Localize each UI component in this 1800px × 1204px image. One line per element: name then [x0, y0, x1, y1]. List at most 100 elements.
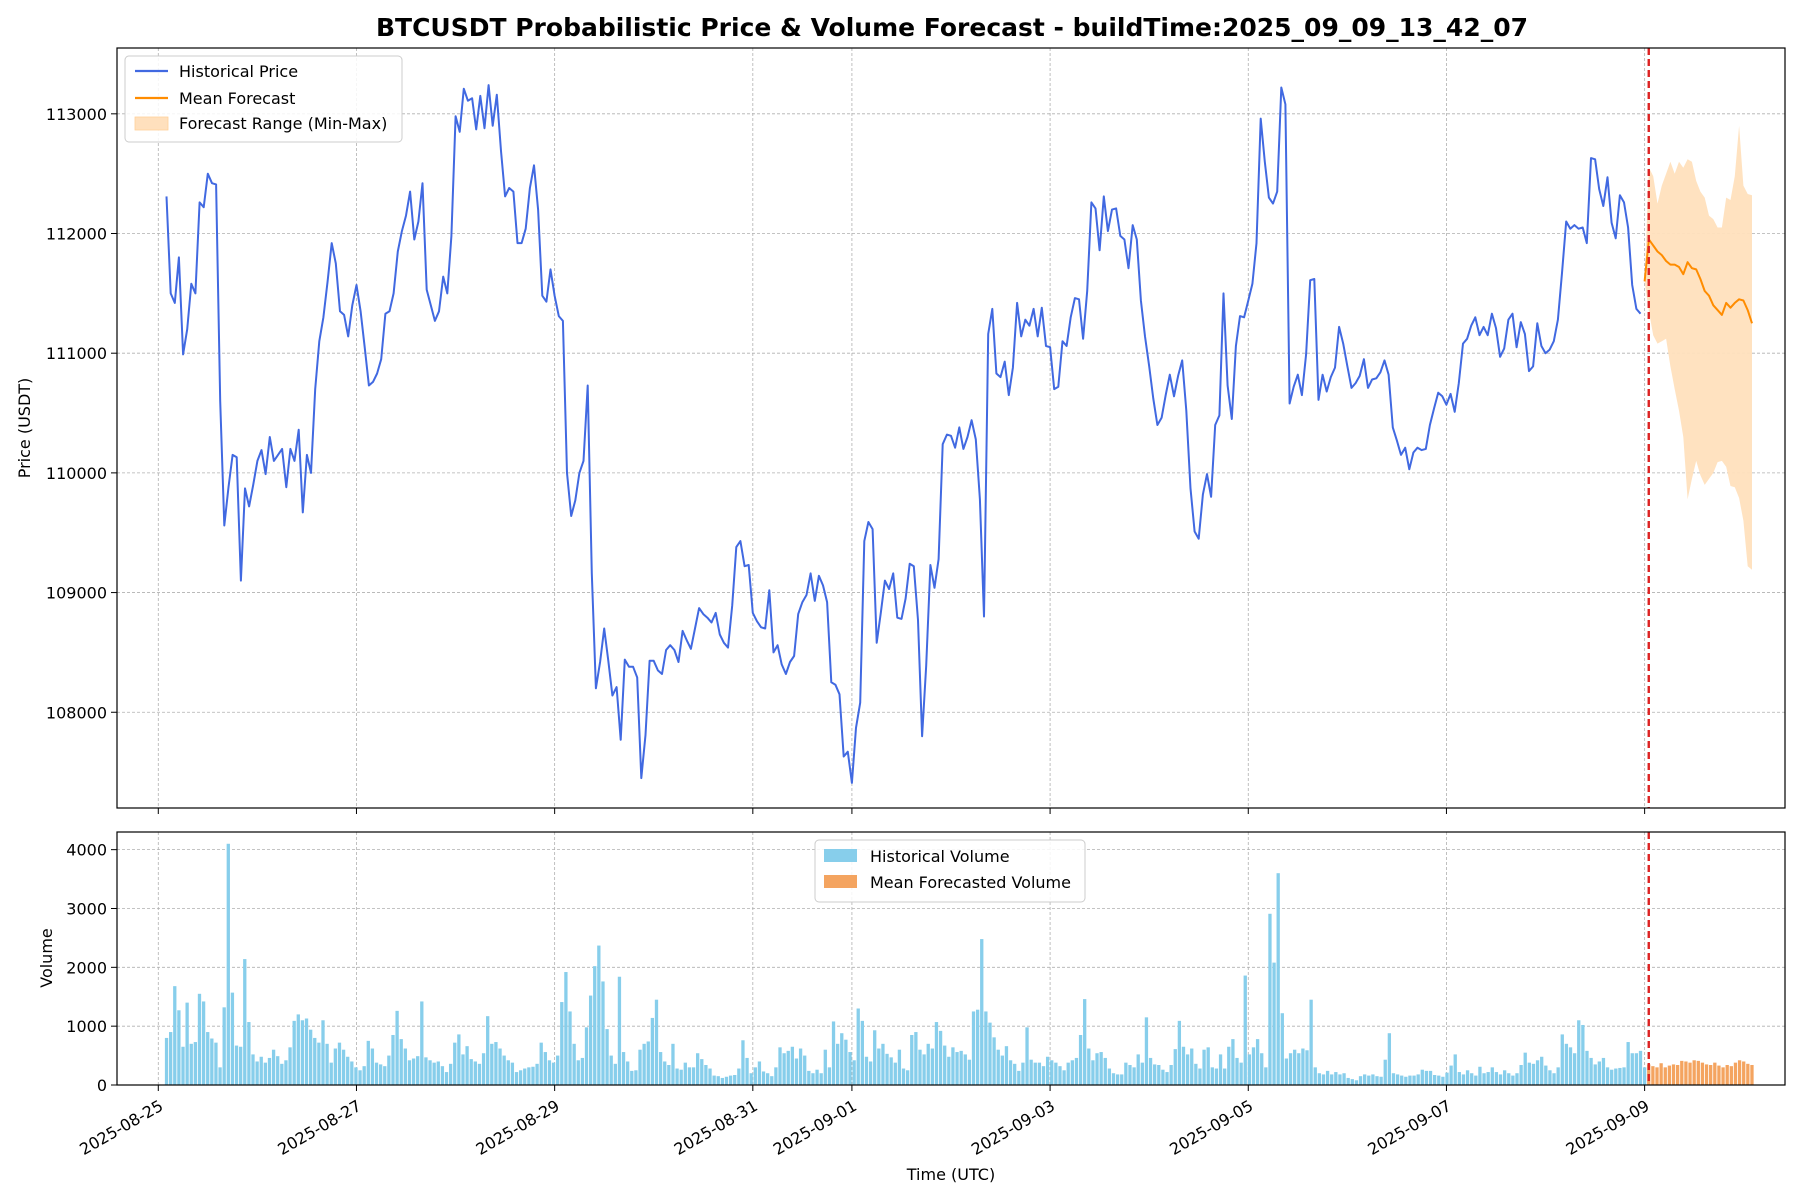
historical-volume-bar-5 — [185, 1002, 189, 1085]
historical-volume-bar-243 — [1165, 1072, 1169, 1085]
historical-volume-bar-358 — [1638, 1050, 1643, 1085]
historical-volume-bar-161 — [827, 1067, 832, 1085]
historical-volume-bar-147 — [770, 1076, 774, 1085]
historical-volume-bar-85 — [514, 1072, 519, 1085]
historical-volume-bar-253 — [1206, 1047, 1210, 1085]
historical-volume-bar-72 — [461, 1054, 465, 1085]
historical-volume-bar-346 — [1589, 1057, 1593, 1085]
historical-volume-bar-230 — [1111, 1073, 1116, 1085]
historical-volume-bar-229 — [1107, 1068, 1112, 1085]
historical-volume-bar-166 — [848, 1052, 852, 1085]
price-lines — [165, 84, 1753, 784]
historical-volume-bar-313 — [1453, 1054, 1457, 1085]
historical-volume-bar-294 — [1375, 1076, 1379, 1085]
legend-historical-price-label: Historical Price — [179, 62, 298, 81]
historical-volume-bar-244 — [1169, 1065, 1173, 1085]
historical-volume-bar-159 — [819, 1073, 823, 1085]
historical-volume-bar-33 — [300, 1020, 305, 1085]
historical-volume-bar-182 — [914, 1032, 918, 1085]
historical-volume-bar-302 — [1408, 1075, 1412, 1085]
historical-volume-bar-63 — [424, 1057, 428, 1085]
price-ytick-label-2: 110000 — [46, 464, 107, 483]
historical-volume-bar-148 — [774, 1067, 778, 1085]
historical-volume-bar-333 — [1535, 1060, 1540, 1085]
forecast-volume-bar-1 — [1651, 1066, 1655, 1085]
historical-volume-bar-327 — [1511, 1075, 1515, 1085]
price-y-ticks: 108000 109000 110000 111000 112000 113000 — [46, 105, 117, 722]
historical-volume-bar-20 — [247, 1022, 251, 1085]
forecast-volume-bar-20 — [1729, 1066, 1733, 1085]
historical-volume-bar-2 — [173, 986, 177, 1085]
historical-volume-bar-300 — [1400, 1075, 1404, 1085]
historical-volume-bar-211 — [1033, 1062, 1037, 1085]
historical-volume-bar-239 — [1148, 1057, 1153, 1085]
historical-volume-bar-322 — [1490, 1067, 1494, 1085]
historical-volume-bar-267 — [1264, 1067, 1268, 1085]
historical-volume-bar-168 — [856, 1008, 860, 1085]
historical-volume-bar-90 — [535, 1063, 539, 1085]
historical-volume-bar-340 — [1564, 1043, 1569, 1085]
historical-volume-bar-24 — [263, 1062, 268, 1085]
historical-volume-bar-321 — [1486, 1072, 1490, 1085]
historical-volume-bar-103 — [588, 995, 593, 1085]
historical-volume-bar-195 — [967, 1059, 972, 1085]
historical-volume-bar-238 — [1144, 1017, 1149, 1085]
historical-volume-bar-234 — [1128, 1065, 1132, 1085]
historical-volume-bar-70 — [453, 1042, 457, 1085]
historical-volume-bar-319 — [1478, 1066, 1482, 1085]
historical-volume-bar-224 — [1087, 1048, 1091, 1085]
historical-volume-bar-305 — [1420, 1069, 1424, 1085]
historical-volume-bar-329 — [1519, 1065, 1523, 1085]
historical-volume-bar-287 — [1346, 1077, 1350, 1085]
historical-volume-bar-303 — [1412, 1075, 1416, 1085]
historical-volume-bar-272 — [1284, 1058, 1289, 1085]
historical-volume-bar-27 — [276, 1056, 280, 1085]
historical-volume-bar-115 — [638, 1049, 642, 1085]
historical-volume-bar-152 — [790, 1046, 795, 1085]
historical-volume-bar-233 — [1124, 1062, 1128, 1085]
forecast-volume-bar-7 — [1676, 1065, 1680, 1085]
historical-volume-bar-4 — [181, 1046, 185, 1085]
historical-volume-bar-144 — [757, 1061, 762, 1085]
forecast-volume-bar-2 — [1655, 1067, 1659, 1085]
historical-volume-bar-69 — [448, 1063, 453, 1085]
historical-volume-bar-79 — [490, 1043, 494, 1085]
historical-volume-bar-307 — [1428, 1070, 1433, 1085]
historical-volume-bar-25 — [267, 1057, 272, 1085]
historical-volume-bar-207 — [1017, 1070, 1021, 1085]
historical-volume-bar-278 — [1309, 999, 1313, 1085]
historical-volume-bar-173 — [877, 1048, 881, 1085]
historical-volume-bar-359 — [1642, 1067, 1647, 1085]
historical-volume-bar-335 — [1544, 1065, 1548, 1085]
historical-volume-bar-143 — [753, 1067, 757, 1085]
historical-volume-bar-162 — [831, 1021, 836, 1085]
historical-volume-bar-164 — [840, 1033, 844, 1085]
historical-volume-bar-232 — [1120, 1074, 1124, 1085]
historical-volume-bar-254 — [1210, 1067, 1214, 1085]
historical-volume-bar-68 — [444, 1072, 449, 1085]
historical-volume-bar-135 — [720, 1077, 725, 1085]
historical-volume-bar-260 — [1235, 1057, 1239, 1085]
historical-volume-bar-179 — [901, 1068, 906, 1085]
historical-volume-bar-96 — [560, 1002, 564, 1085]
historical-volume-bar-170 — [864, 1056, 869, 1085]
historical-volume-bar-226 — [1095, 1053, 1099, 1085]
historical-volume-bar-259 — [1231, 1039, 1235, 1085]
historical-volume-bar-215 — [1050, 1060, 1054, 1085]
historical-volume-bar-353 — [1618, 1067, 1622, 1085]
historical-volume-bar-92 — [543, 1052, 547, 1085]
historical-volume-bar-46 — [354, 1067, 358, 1085]
historical-volume-bar-165 — [844, 1039, 848, 1085]
historical-volume-bar-308 — [1432, 1075, 1437, 1085]
historical-volume-bar-39 — [325, 1043, 329, 1085]
historical-volume-bar-225 — [1091, 1060, 1095, 1085]
historical-volume-bar-237 — [1140, 1062, 1144, 1085]
historical-volume-bar-67 — [440, 1066, 445, 1085]
historical-volume-bar-285 — [1338, 1074, 1342, 1085]
price-ytick-label-0: 108000 — [46, 703, 107, 722]
historical-volume-bar-276 — [1301, 1048, 1305, 1085]
forecast-volume-bar-18 — [1721, 1067, 1725, 1085]
historical-volume-bar-188 — [938, 1030, 943, 1085]
